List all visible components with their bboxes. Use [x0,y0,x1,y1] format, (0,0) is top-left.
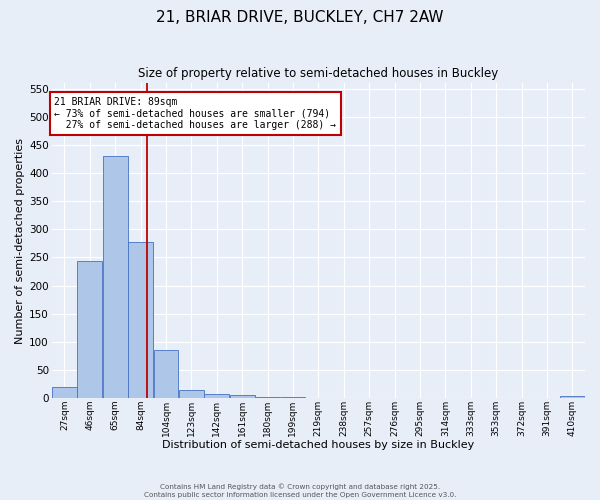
Title: Size of property relative to semi-detached houses in Buckley: Size of property relative to semi-detach… [138,68,499,80]
Bar [103,156,128,398]
Bar [154,350,178,398]
Bar [205,394,229,398]
Bar [52,387,77,398]
Bar [560,396,584,398]
X-axis label: Distribution of semi-detached houses by size in Buckley: Distribution of semi-detached houses by … [162,440,475,450]
Bar [230,396,254,398]
Bar [128,242,153,398]
Bar [77,262,102,398]
Y-axis label: Number of semi-detached properties: Number of semi-detached properties [15,138,25,344]
Bar [281,397,305,398]
Text: Contains HM Land Registry data © Crown copyright and database right 2025.
Contai: Contains HM Land Registry data © Crown c… [144,484,456,498]
Text: 21 BRIAR DRIVE: 89sqm
← 73% of semi-detached houses are smaller (794)
  27% of s: 21 BRIAR DRIVE: 89sqm ← 73% of semi-deta… [55,97,337,130]
Bar [255,397,280,398]
Text: 21, BRIAR DRIVE, BUCKLEY, CH7 2AW: 21, BRIAR DRIVE, BUCKLEY, CH7 2AW [156,10,444,25]
Bar [179,390,204,398]
